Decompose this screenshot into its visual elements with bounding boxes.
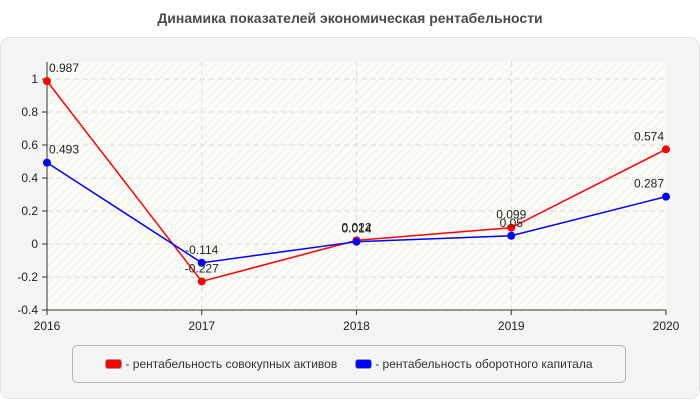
chart-title: Динамика показателей экономическая рента…	[157, 10, 543, 26]
svg-text:0.022: 0.022	[341, 220, 371, 234]
blue-swatch-icon	[355, 359, 373, 369]
svg-text:-0.227: -0.227	[185, 261, 219, 275]
svg-text:2017: 2017	[188, 319, 215, 333]
plot-area	[47, 62, 666, 310]
svg-text:0.4: 0.4	[21, 171, 38, 185]
red-swatch-icon	[105, 359, 123, 369]
svg-text:-0.114: -0.114	[185, 243, 218, 257]
svg-text:0.099: 0.099	[496, 208, 526, 222]
grid-lines	[47, 62, 666, 310]
svg-text:0.2: 0.2	[21, 204, 38, 218]
legend-item-working-capital[interactable]: - рентабельность оборотного капитала	[355, 357, 593, 371]
legend-item-total-assets[interactable]: - рентабельность совокупных активов	[105, 357, 337, 371]
svg-text:1: 1	[31, 72, 38, 86]
svg-text:2018: 2018	[343, 319, 370, 333]
legend-label: - рентабельность совокупных активов	[125, 357, 338, 371]
svg-text:2020: 2020	[653, 319, 680, 333]
data-labels: 0.987 -0.227 0.022 0.099 0.574 0.493 -0.114 0.0…	[49, 61, 664, 275]
svg-text:0.287: 0.287	[634, 177, 664, 191]
svg-text:0.6: 0.6	[21, 138, 38, 152]
svg-text:0.014: 0.014	[341, 222, 371, 236]
svg-text:0.05: 0.05	[500, 216, 524, 230]
data-series	[43, 77, 670, 286]
svg-text:2016: 2016	[34, 319, 61, 333]
legend-label: - рентабельность оборотного капитала	[375, 357, 593, 371]
svg-text:0.493: 0.493	[49, 143, 79, 157]
axes: -0.4 -0.2 0 0.2 0.4 0.6 0.8 1 2016 2017 2018 2019 20…	[17, 62, 680, 333]
svg-text:-0.4: -0.4	[17, 303, 38, 317]
svg-text:2019: 2019	[498, 319, 525, 333]
svg-text:0.987: 0.987	[49, 61, 79, 75]
svg-text:0.574: 0.574	[634, 129, 664, 143]
legend: - рентабельность совокупных активов - ре…	[72, 345, 626, 383]
svg-text:-0.2: -0.2	[17, 270, 38, 284]
svg-text:0.8: 0.8	[21, 105, 38, 119]
svg-text:0: 0	[31, 237, 38, 251]
